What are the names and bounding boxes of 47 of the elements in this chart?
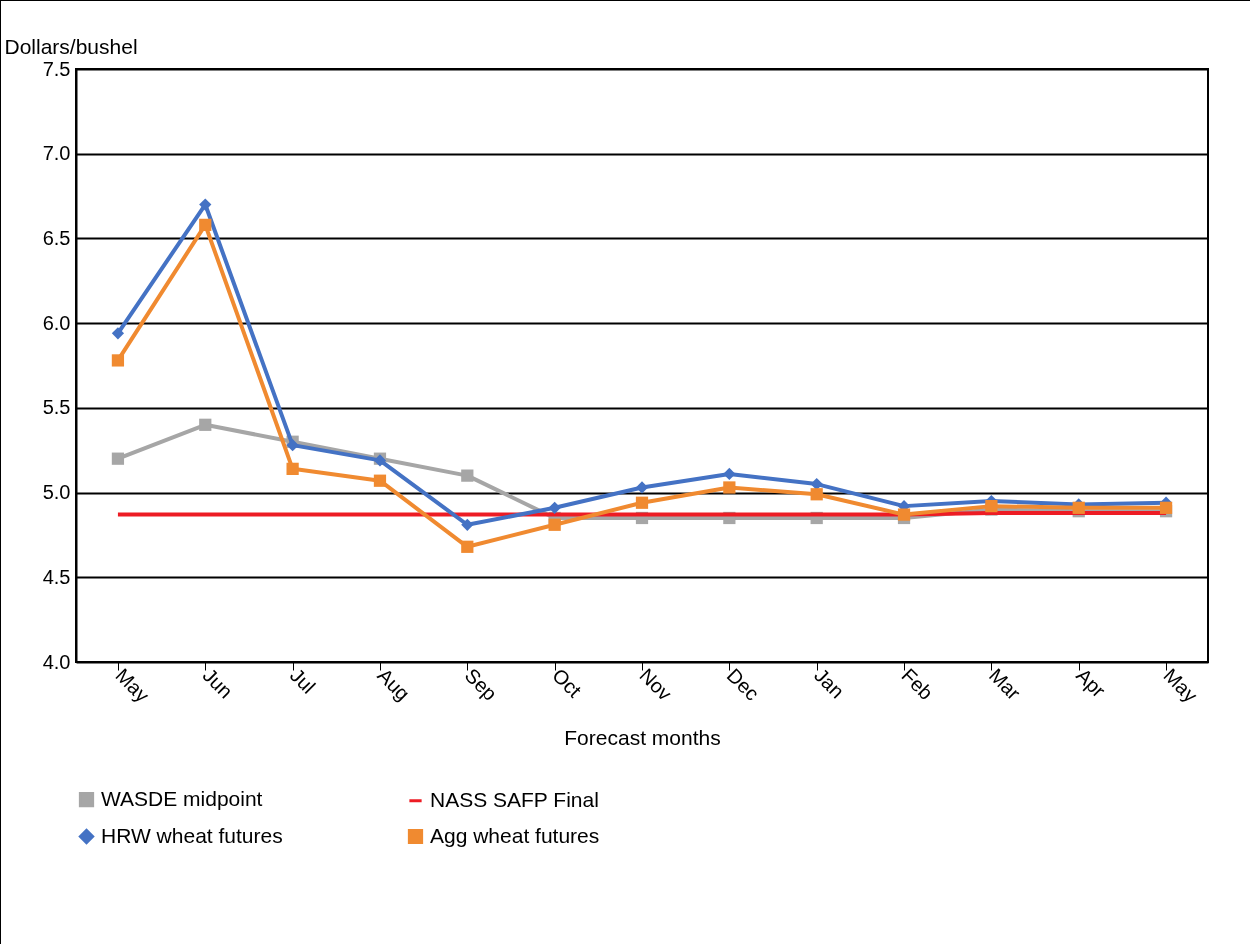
x-tick-label: Nov: [635, 664, 677, 705]
x-tick-label: Jul: [286, 664, 320, 698]
y-tick-label: 6.5: [42, 226, 71, 249]
y-tick-label: 4.0: [42, 650, 71, 673]
point: [286, 462, 299, 475]
x-tick-label: Mar: [984, 664, 1025, 705]
point: [373, 474, 387, 487]
point: [199, 418, 212, 431]
y-axis-title: Dollars/bushel: [4, 34, 138, 58]
point: [723, 467, 736, 481]
x-axis-title: Forecast months: [564, 726, 721, 750]
x-tick-label: Apr: [1072, 664, 1110, 702]
point: [548, 518, 561, 531]
x-tick-label: Jun: [198, 664, 238, 703]
y-tick-label: 7.0: [42, 142, 71, 165]
point: [199, 218, 212, 231]
point: [548, 501, 561, 514]
legend-label: HRW wheat futures: [101, 823, 283, 847]
point: [897, 508, 911, 521]
point: [286, 439, 299, 452]
point: [635, 496, 649, 509]
y-tick-label: 4.5: [42, 565, 71, 588]
point: [1159, 501, 1173, 514]
x-tick-label: Aug: [373, 664, 415, 705]
point: [199, 198, 212, 211]
x-tick-label: May: [1159, 664, 1202, 707]
point: [111, 354, 125, 367]
legend-label: NASS SAFP Final: [430, 787, 599, 811]
x-tick-label: Dec: [722, 664, 764, 705]
legend-label: WASDE midpoint: [101, 786, 263, 810]
x-tick-label: Jan: [810, 664, 849, 703]
point: [810, 477, 823, 491]
y-tick-label: 5.5: [42, 396, 71, 419]
legend-label: Agg wheat futures: [430, 823, 600, 847]
point: [461, 518, 474, 531]
y-tick-label: 7.5: [42, 57, 71, 80]
point: [111, 327, 125, 340]
point: [111, 452, 125, 465]
point: [461, 540, 474, 553]
x-tick-label: Sep: [460, 664, 502, 705]
x-tick-label: May: [111, 664, 154, 707]
x-tick-label: Feb: [897, 664, 938, 704]
y-tick-label: 6.0: [42, 311, 71, 334]
x-tick-label: Oct: [548, 664, 586, 702]
point: [810, 488, 823, 501]
y-tick-label: 5.0: [42, 481, 71, 504]
point: [635, 481, 649, 494]
